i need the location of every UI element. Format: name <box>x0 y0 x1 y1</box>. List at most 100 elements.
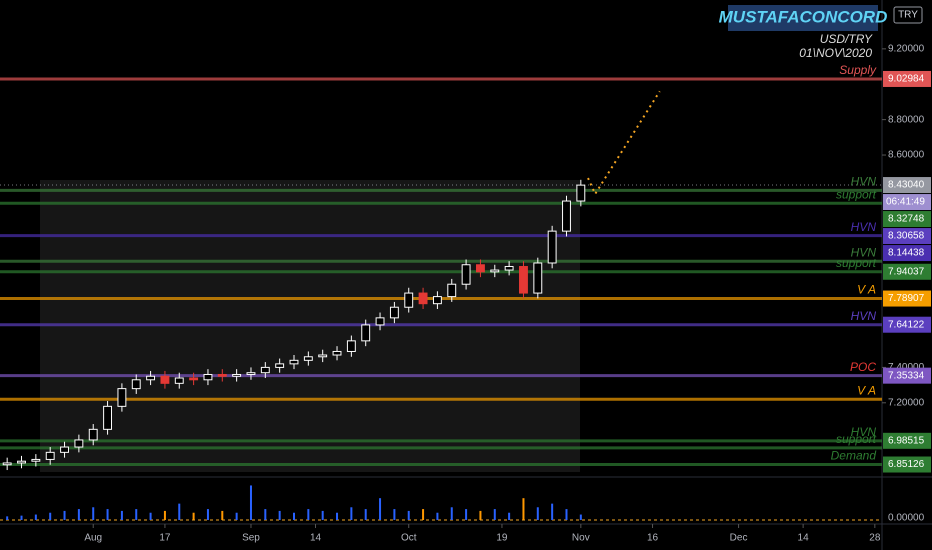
candle-body <box>562 200 571 232</box>
x-tick-label: 14 <box>798 533 810 544</box>
price-label: 7.94037 <box>888 266 925 277</box>
x-tick-label: Aug <box>84 533 102 544</box>
candle-body <box>418 292 428 305</box>
level-text: support <box>836 432 877 446</box>
volume-bar <box>163 510 166 520</box>
currency[interactable]: TRY <box>898 10 918 21</box>
volume-bar <box>293 512 295 520</box>
volume-bar <box>192 512 195 520</box>
level-text: HVN <box>851 220 877 234</box>
candle-body <box>318 354 328 358</box>
price-label: 6.98515 <box>888 435 925 446</box>
candle-body <box>189 377 199 381</box>
candle-body <box>519 266 528 294</box>
volume-bar <box>465 509 468 520</box>
volume-bar <box>536 507 539 520</box>
candle-body <box>103 405 113 430</box>
price-label: 7.78907 <box>888 293 925 304</box>
price-label-box <box>883 228 931 245</box>
candle-body <box>88 428 98 441</box>
volume-bar <box>565 509 568 520</box>
countdown: 06:41:49 <box>886 197 925 208</box>
volume-bar <box>135 509 138 520</box>
x-tick-label: Dec <box>730 533 748 544</box>
volume-bar <box>379 498 382 520</box>
candle-body <box>217 373 227 377</box>
candle-body <box>131 379 141 390</box>
title: MUSTAFACONCORD <box>719 7 888 26</box>
volume-bar <box>120 510 123 520</box>
price-label-box <box>883 432 931 449</box>
candle-body <box>31 458 41 462</box>
volume-bar <box>206 509 209 520</box>
volume-bar <box>77 509 80 520</box>
volume-bar <box>450 507 453 520</box>
y-tick-label: 7.20000 <box>888 397 925 408</box>
candle-body <box>361 324 371 342</box>
x-tick-label: Sep <box>242 533 260 544</box>
candle-body <box>490 269 500 273</box>
volume-bar <box>149 512 152 520</box>
price-label-box <box>883 290 931 307</box>
volume-bar <box>336 512 339 520</box>
volume-bar <box>49 512 52 520</box>
candle-body <box>346 340 356 352</box>
candle-body <box>203 373 213 381</box>
title-box <box>728 5 878 31</box>
candle-body <box>246 372 256 375</box>
candle-body <box>160 375 170 384</box>
price-label: 8.43040 <box>888 180 925 191</box>
volume-bar <box>249 485 252 520</box>
x-tick-label: 16 <box>647 533 659 544</box>
date: 01\NOV\2020 <box>799 46 872 60</box>
volume-bar <box>20 515 23 520</box>
candle-body <box>260 366 270 374</box>
candle-body <box>74 439 84 448</box>
candle-body <box>303 356 313 361</box>
level-text: support <box>836 256 877 270</box>
level-text: V A <box>857 283 876 297</box>
volume-bar <box>34 514 37 520</box>
x-tick-label: Nov <box>572 533 590 544</box>
price-label-box <box>883 263 931 280</box>
price-label-box <box>883 456 931 473</box>
volume-bar <box>436 512 439 520</box>
volume-bar <box>551 503 554 520</box>
candle-body <box>461 264 471 285</box>
candle-body <box>475 264 485 273</box>
volume-bar <box>493 509 496 520</box>
level-text: Demand <box>831 449 877 463</box>
level-text: HVN <box>851 309 877 323</box>
candle-body <box>60 446 69 453</box>
price-label: 6.85126 <box>888 459 925 470</box>
countdown-box <box>883 194 931 211</box>
candle-body <box>289 359 299 365</box>
currency-badge[interactable] <box>893 6 923 24</box>
volume-bar <box>407 510 410 520</box>
candle-body <box>533 262 543 294</box>
level-text: HVN <box>851 175 877 189</box>
level-text: Supply <box>839 63 877 77</box>
candle-body <box>375 317 385 326</box>
volume-bar <box>508 512 511 520</box>
level-text: HVN <box>851 245 877 259</box>
price-label: 8.32748 <box>888 214 925 225</box>
price-label: 8.30658 <box>888 231 925 242</box>
candle-body <box>45 451 55 460</box>
candle-body <box>432 296 442 305</box>
volume-bar <box>278 510 281 520</box>
x-tick-label: 28 <box>869 533 881 544</box>
candle-body <box>447 283 457 298</box>
candle-body <box>275 363 285 368</box>
candle-body <box>17 460 26 464</box>
volume-bar <box>364 509 367 520</box>
candle-body <box>404 292 414 308</box>
volume-bar <box>522 498 525 520</box>
volume-bar <box>422 509 425 520</box>
x-tick-label: 14 <box>310 533 322 544</box>
x-tick-label: 17 <box>159 533 171 544</box>
candle-body <box>547 230 557 264</box>
volume-bar <box>235 512 238 520</box>
price-label-box <box>883 245 931 262</box>
